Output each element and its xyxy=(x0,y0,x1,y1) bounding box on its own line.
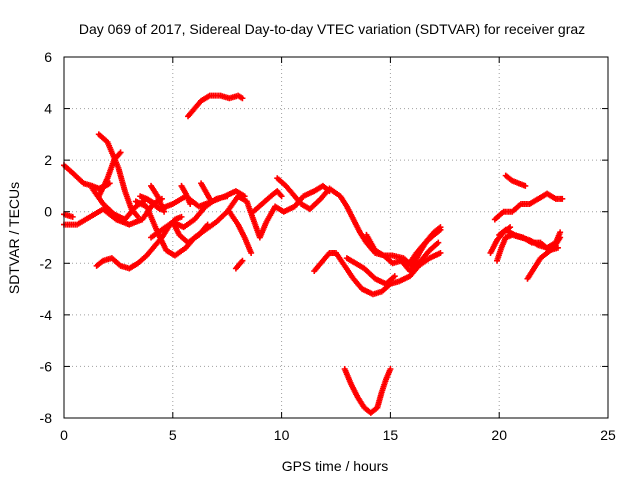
series-track-10 xyxy=(169,219,211,246)
series-track-24 xyxy=(341,366,394,416)
series-track-17 xyxy=(232,257,246,272)
data-point xyxy=(507,224,514,231)
data-point xyxy=(204,221,211,228)
y-tick-label: -2 xyxy=(40,255,53,271)
data-point xyxy=(278,193,285,200)
series-track-26 xyxy=(491,190,566,223)
series-track-30 xyxy=(487,224,514,256)
y-axis-label: SDTVAR / TECUs xyxy=(6,182,22,294)
data-point xyxy=(224,193,231,200)
data-point xyxy=(248,249,255,256)
data-point xyxy=(117,149,124,156)
data-point xyxy=(239,95,246,102)
series-track-8 xyxy=(132,182,333,259)
series-track-23 xyxy=(404,226,444,269)
x-tick-label: 15 xyxy=(383,427,399,443)
data-point xyxy=(437,226,444,233)
series-track-12 xyxy=(178,182,194,207)
data-point xyxy=(522,182,529,189)
axes: 0 5 10 15 20 25 -8 -6 -4 -2 0 2 4 6 xyxy=(40,49,616,443)
series-track-15 xyxy=(226,208,255,256)
grid xyxy=(64,57,608,418)
data-point xyxy=(557,229,564,236)
series-track-13 xyxy=(198,180,213,202)
series-track-29 xyxy=(524,234,564,282)
x-tick-label: 10 xyxy=(274,427,290,443)
x-tick-label: 20 xyxy=(491,427,507,443)
x-tick-label: 0 xyxy=(60,427,68,443)
x-tick-label: 5 xyxy=(169,427,177,443)
x-axis-label: GPS time / hours xyxy=(282,458,389,474)
data-point xyxy=(557,234,564,241)
data-point xyxy=(387,366,394,373)
data-points xyxy=(61,92,566,416)
series-track-22 xyxy=(363,231,442,275)
data-point xyxy=(178,213,185,220)
series-track-21 xyxy=(343,255,398,287)
y-tick-label: 6 xyxy=(44,49,52,65)
data-point xyxy=(152,200,159,207)
y-tick-label: -4 xyxy=(40,307,53,323)
x-tick-label: 25 xyxy=(600,427,616,443)
data-point xyxy=(187,200,194,207)
plot-frame xyxy=(63,56,609,419)
data-point xyxy=(559,195,566,202)
y-tick-label: 0 xyxy=(44,204,52,220)
series-track-3 xyxy=(95,149,124,200)
y-tick-label: -8 xyxy=(40,410,53,426)
y-tick-label: 2 xyxy=(44,152,52,168)
series-track-16 xyxy=(185,92,246,120)
data-point xyxy=(69,213,76,220)
series-track-11 xyxy=(148,182,168,215)
series-track-25 xyxy=(502,172,529,189)
data-point xyxy=(161,208,168,215)
y-tick-label: 4 xyxy=(44,101,52,117)
series-track-18 xyxy=(250,188,285,215)
data-point xyxy=(435,239,442,246)
y-tick-label: -6 xyxy=(40,358,53,374)
data-point xyxy=(206,195,213,202)
data-point xyxy=(391,273,398,280)
chart-title: Day 069 of 2017, Sidereal Day-to-day VTE… xyxy=(79,21,585,37)
data-point xyxy=(239,257,246,264)
series-track-14 xyxy=(137,193,159,207)
data-point xyxy=(437,249,444,256)
